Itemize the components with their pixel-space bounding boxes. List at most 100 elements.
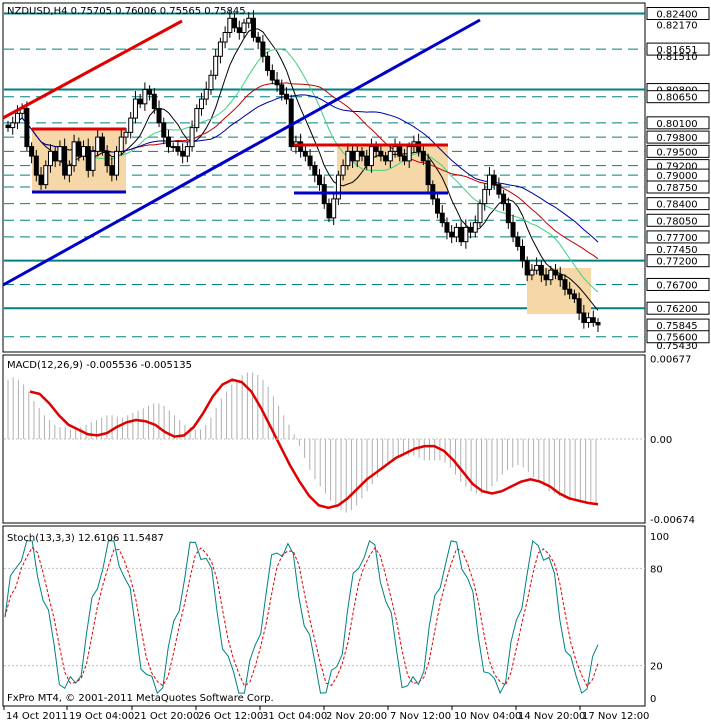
candle-body[interactable] xyxy=(416,141,422,152)
candle-body[interactable] xyxy=(132,98,138,119)
candle-body[interactable] xyxy=(14,112,20,124)
candle-body[interactable] xyxy=(147,89,153,95)
candle-body[interactable] xyxy=(378,150,384,157)
candle-body[interactable] xyxy=(180,150,186,157)
candle-body[interactable] xyxy=(29,146,35,157)
candle-body[interactable] xyxy=(590,317,596,323)
candle-body[interactable] xyxy=(519,245,525,262)
candle-body[interactable] xyxy=(420,150,426,162)
candle-body[interactable] xyxy=(203,89,209,100)
candle-body[interactable] xyxy=(227,17,233,34)
candle-body[interactable] xyxy=(401,155,407,162)
candle-body[interactable] xyxy=(85,146,91,171)
candle-body[interactable] xyxy=(307,155,313,167)
candle-body[interactable] xyxy=(241,22,247,34)
candle-body[interactable] xyxy=(5,124,11,129)
candle-body[interactable] xyxy=(95,136,101,152)
candle-body[interactable] xyxy=(123,131,129,138)
candle-body[interactable] xyxy=(576,298,582,314)
candle-body[interactable] xyxy=(496,184,502,195)
candle-body[interactable] xyxy=(217,41,223,57)
candle-body[interactable] xyxy=(468,226,474,233)
candle-body[interactable] xyxy=(156,108,162,124)
candle-body[interactable] xyxy=(213,55,219,76)
candle-body[interactable] xyxy=(137,98,143,105)
candle-body[interactable] xyxy=(586,317,592,323)
candle-body[interactable] xyxy=(364,155,370,167)
candle-body[interactable] xyxy=(189,127,195,148)
candle-body[interactable] xyxy=(114,150,120,176)
candle-body[interactable] xyxy=(458,226,464,243)
candle-body[interactable] xyxy=(265,55,271,72)
candle-body[interactable] xyxy=(331,198,337,219)
candle-body[interactable] xyxy=(486,174,492,190)
trendline-red-upper[interactable] xyxy=(2,19,183,120)
candle-body[interactable] xyxy=(524,260,530,276)
candle-body[interactable] xyxy=(194,108,200,129)
candle-body[interactable] xyxy=(269,70,275,81)
candle-body[interactable] xyxy=(184,146,190,157)
candle-body[interactable] xyxy=(567,288,573,295)
candle-body[interactable] xyxy=(43,165,49,186)
candle-body[interactable] xyxy=(472,222,478,233)
candle-body[interactable] xyxy=(298,141,304,152)
candle-body[interactable] xyxy=(222,32,228,43)
candle-body[interactable] xyxy=(71,141,77,167)
candle-body[interactable] xyxy=(283,93,289,100)
candle-body[interactable] xyxy=(453,226,459,238)
candle-body[interactable] xyxy=(373,146,379,152)
candle-body[interactable] xyxy=(33,155,39,176)
candle-body[interactable] xyxy=(435,198,441,214)
candle-body[interactable] xyxy=(250,17,256,38)
candle-body[interactable] xyxy=(57,146,63,162)
candle-body[interactable] xyxy=(118,136,124,152)
candle-body[interactable] xyxy=(255,36,261,43)
candle-body[interactable] xyxy=(302,150,308,157)
candle-body[interactable] xyxy=(439,212,445,224)
candle-body[interactable] xyxy=(595,321,601,326)
candle-body[interactable] xyxy=(170,146,176,149)
candle-body[interactable] xyxy=(312,165,318,176)
candle-body[interactable] xyxy=(335,174,341,200)
candle-body[interactable] xyxy=(491,174,497,186)
candle-body[interactable] xyxy=(260,41,266,57)
candle-body[interactable] xyxy=(548,269,554,281)
candle-body[interactable] xyxy=(109,165,115,176)
candle-body[interactable] xyxy=(387,150,393,162)
candle-body[interactable] xyxy=(236,27,242,34)
candle-body[interactable] xyxy=(345,150,351,167)
candle-body[interactable] xyxy=(505,203,511,224)
candle-body[interactable] xyxy=(99,136,105,152)
candle-body[interactable] xyxy=(317,174,323,186)
candle-body[interactable] xyxy=(232,17,238,29)
candle-body[interactable] xyxy=(10,122,16,129)
candle-body[interactable] xyxy=(340,165,346,176)
candle-body[interactable] xyxy=(161,122,167,138)
candle-body[interactable] xyxy=(534,264,540,271)
candle-body[interactable] xyxy=(482,188,488,205)
candle-body[interactable] xyxy=(52,150,58,162)
candle-body[interactable] xyxy=(529,269,535,276)
candle-body[interactable] xyxy=(246,17,252,24)
candle-body[interactable] xyxy=(350,150,356,162)
candle-body[interactable] xyxy=(449,231,455,238)
candle-body[interactable] xyxy=(151,93,157,110)
candle-body[interactable] xyxy=(165,136,171,148)
candle-body[interactable] xyxy=(501,193,507,205)
candle-body[interactable] xyxy=(274,79,280,86)
candle-body[interactable] xyxy=(326,203,332,219)
candle-body[interactable] xyxy=(199,98,205,110)
candle-body[interactable] xyxy=(24,108,30,148)
candle-body[interactable] xyxy=(368,146,374,167)
candle-body[interactable] xyxy=(571,293,577,300)
candle-body[interactable] xyxy=(81,146,87,157)
candle-body[interactable] xyxy=(383,155,389,162)
candle-body[interactable] xyxy=(76,141,82,157)
candle-body[interactable] xyxy=(104,150,110,167)
candle-body[interactable] xyxy=(397,146,403,157)
trendline-blue[interactable] xyxy=(2,18,481,287)
candle-body[interactable] xyxy=(359,150,365,157)
candle-body[interactable] xyxy=(279,84,285,95)
candle-body[interactable] xyxy=(538,264,544,276)
